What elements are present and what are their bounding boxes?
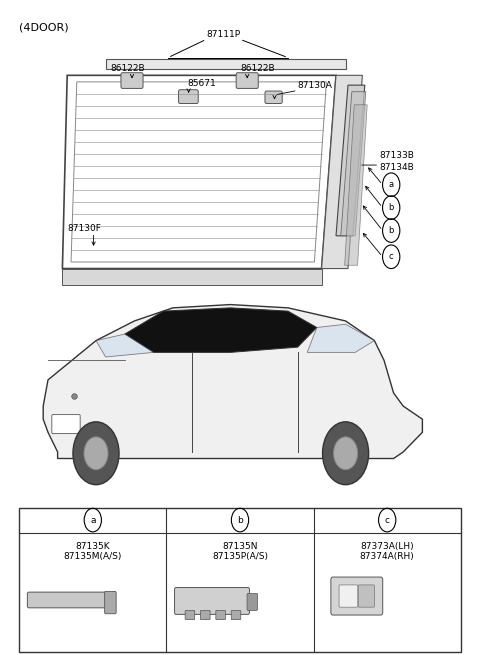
Polygon shape bbox=[96, 334, 154, 357]
FancyBboxPatch shape bbox=[236, 73, 258, 88]
FancyBboxPatch shape bbox=[247, 593, 258, 610]
Polygon shape bbox=[125, 308, 317, 352]
FancyBboxPatch shape bbox=[231, 610, 241, 620]
Circle shape bbox=[73, 422, 119, 485]
Polygon shape bbox=[345, 105, 367, 265]
Text: 87133B: 87133B bbox=[379, 151, 414, 160]
Polygon shape bbox=[43, 305, 422, 458]
Text: 86122B: 86122B bbox=[110, 64, 145, 73]
Circle shape bbox=[334, 437, 358, 470]
Text: 87130A: 87130A bbox=[298, 81, 333, 90]
FancyBboxPatch shape bbox=[358, 585, 374, 607]
Text: a: a bbox=[389, 180, 394, 189]
Text: 86122B: 86122B bbox=[240, 64, 275, 73]
Polygon shape bbox=[307, 324, 374, 352]
Text: b: b bbox=[388, 203, 394, 212]
FancyBboxPatch shape bbox=[52, 415, 80, 434]
FancyBboxPatch shape bbox=[201, 610, 210, 620]
FancyBboxPatch shape bbox=[185, 610, 195, 620]
Text: 87111P: 87111P bbox=[206, 30, 240, 39]
FancyBboxPatch shape bbox=[265, 91, 282, 103]
Polygon shape bbox=[336, 85, 365, 236]
Text: (4DOOR): (4DOOR) bbox=[19, 23, 69, 33]
Text: c: c bbox=[389, 252, 394, 261]
Text: 87135M(A/S): 87135M(A/S) bbox=[64, 552, 122, 561]
FancyBboxPatch shape bbox=[19, 508, 461, 652]
Text: 87135N: 87135N bbox=[222, 542, 258, 552]
Polygon shape bbox=[322, 75, 362, 269]
Text: 87135P(A/S): 87135P(A/S) bbox=[212, 552, 268, 561]
FancyBboxPatch shape bbox=[331, 577, 383, 615]
Circle shape bbox=[323, 422, 369, 485]
Polygon shape bbox=[62, 269, 322, 285]
Text: 87134B: 87134B bbox=[379, 163, 414, 172]
Text: 87374A(RH): 87374A(RH) bbox=[360, 552, 415, 561]
Text: 85671: 85671 bbox=[187, 79, 216, 88]
Text: b: b bbox=[237, 515, 243, 525]
Text: 87135K: 87135K bbox=[75, 542, 110, 552]
Text: 87130F: 87130F bbox=[67, 223, 101, 233]
FancyBboxPatch shape bbox=[121, 73, 143, 88]
FancyBboxPatch shape bbox=[179, 90, 198, 103]
FancyBboxPatch shape bbox=[175, 588, 250, 614]
Text: b: b bbox=[388, 226, 394, 235]
Text: 87373A(LH): 87373A(LH) bbox=[360, 542, 414, 552]
Polygon shape bbox=[341, 92, 366, 236]
Text: c: c bbox=[384, 515, 390, 525]
Text: a: a bbox=[90, 515, 96, 525]
Polygon shape bbox=[106, 59, 346, 69]
Circle shape bbox=[84, 437, 108, 470]
FancyBboxPatch shape bbox=[339, 585, 358, 607]
FancyBboxPatch shape bbox=[27, 592, 107, 608]
FancyBboxPatch shape bbox=[105, 591, 116, 614]
FancyBboxPatch shape bbox=[216, 610, 226, 620]
